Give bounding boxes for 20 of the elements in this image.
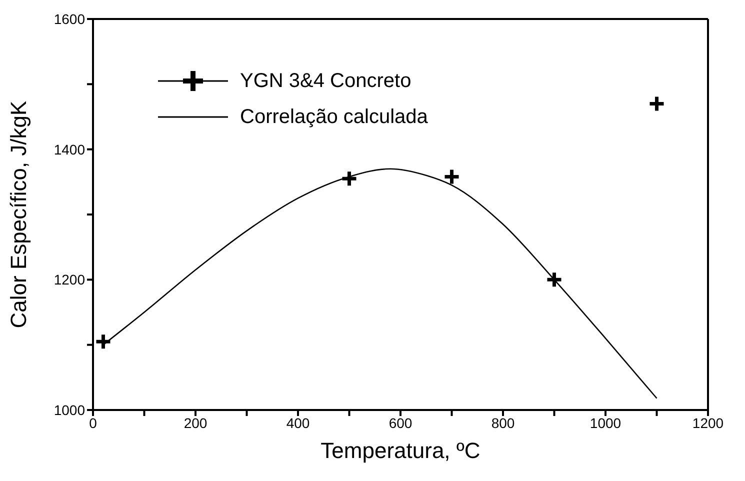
y-tick-label: 1000: [54, 402, 86, 418]
y-tick-label: 1400: [54, 141, 86, 158]
x-axis-title: Temperatura, ºC: [320, 438, 480, 463]
point: [443, 168, 460, 186]
x-tick-label: 400: [286, 414, 310, 431]
y-tick-label: 1600: [54, 10, 86, 27]
point: [546, 270, 563, 288]
point: [340, 170, 358, 188]
x-tick-label: 800: [491, 414, 515, 431]
point: [94, 332, 112, 350]
x-tick-label: 200: [184, 414, 208, 431]
x-tick-label: 0: [89, 414, 98, 431]
legend-label: Correlação calculada: [240, 106, 428, 128]
x-tick-label: 1000: [590, 414, 622, 431]
x-tick-label: 1200: [692, 414, 724, 431]
x-tick-label: 600: [388, 414, 412, 431]
legend-label: YGN 3&4 Concreto: [240, 70, 412, 92]
point: [648, 94, 666, 112]
y-axis-title: Calor Específico, J/kgK: [6, 100, 31, 328]
y-tick-label: 1200: [54, 272, 86, 288]
